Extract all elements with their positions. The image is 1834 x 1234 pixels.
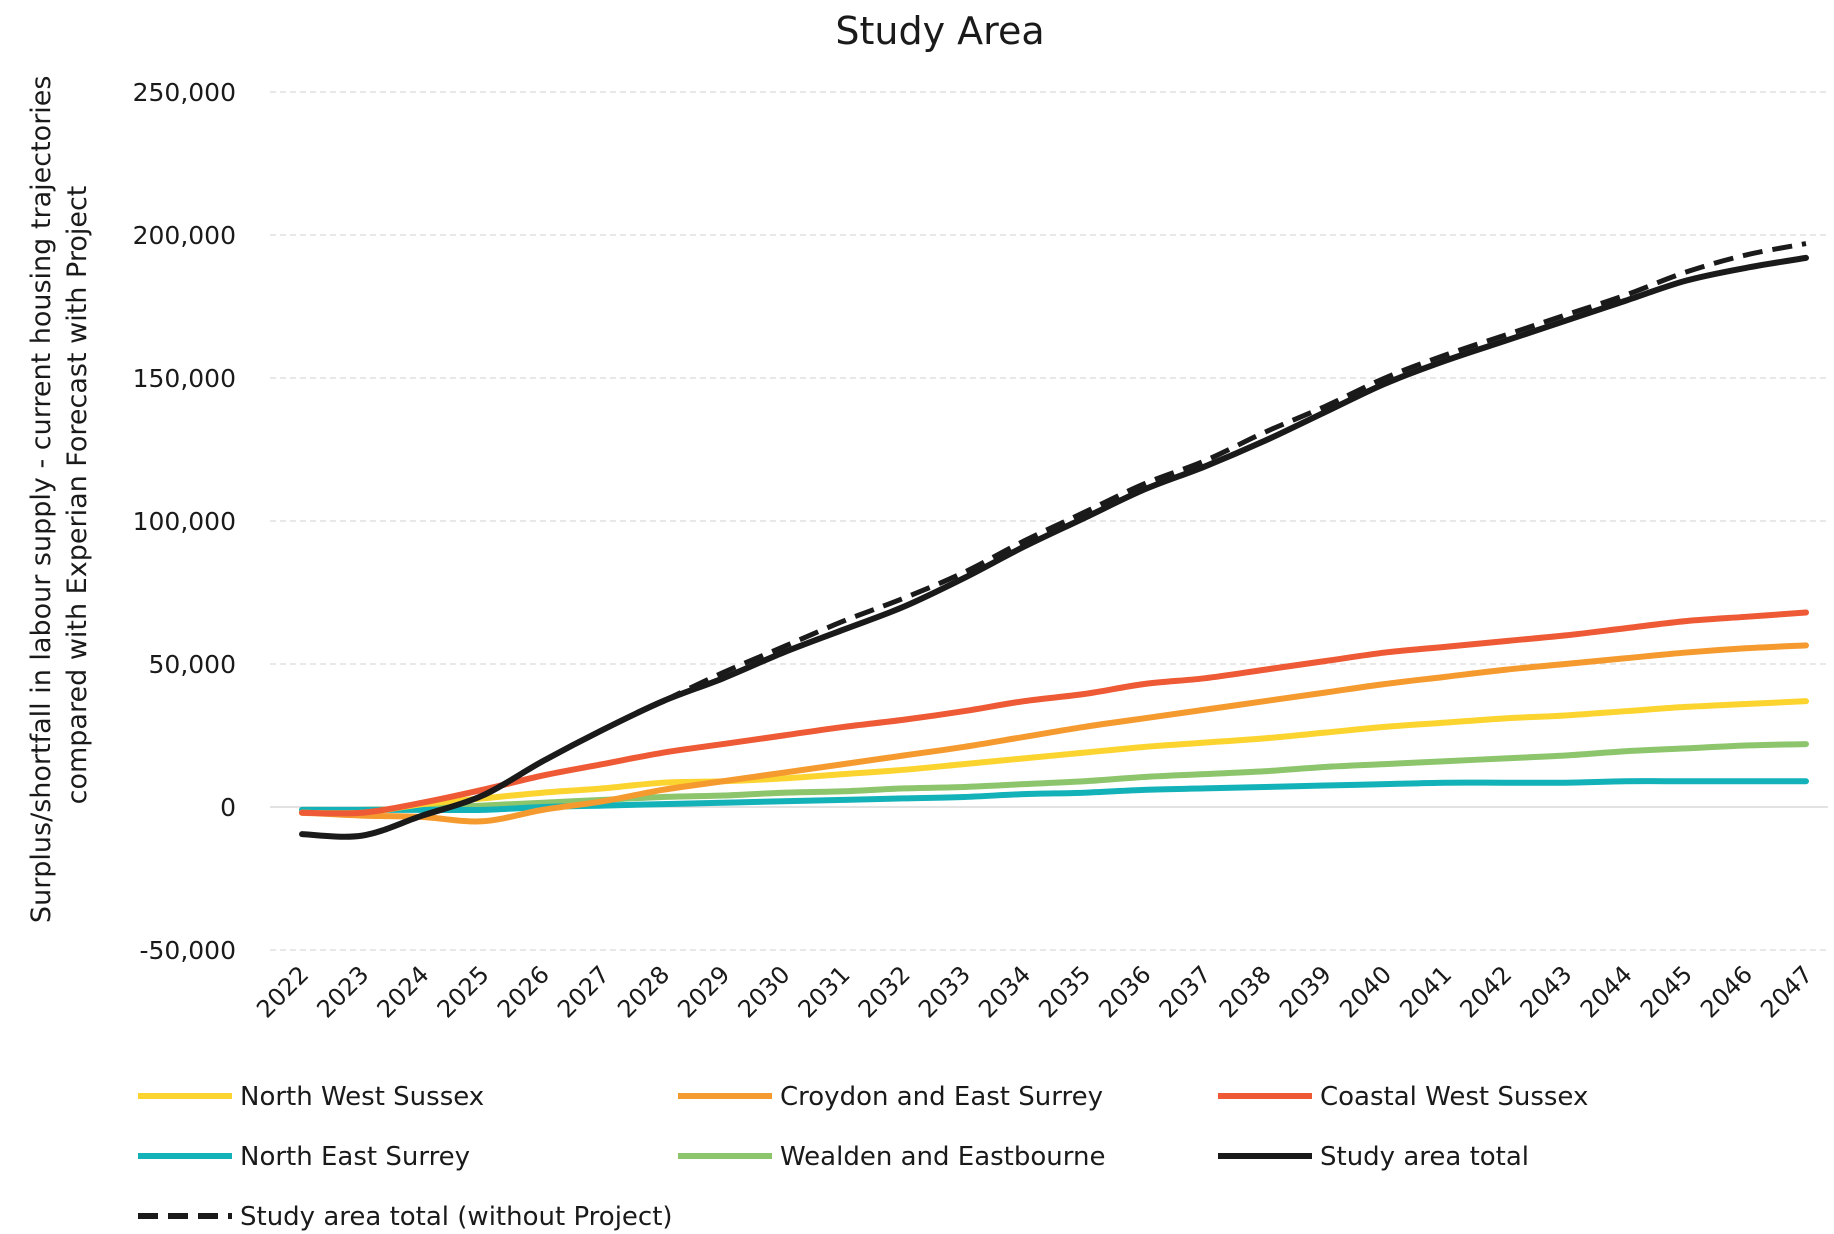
x-tick-label: 2044 — [1575, 960, 1638, 1023]
y-tick-label: 250,000 — [133, 78, 236, 107]
legend-label-croydon-and-east-surrey: Croydon and East Surrey — [780, 1082, 1103, 1112]
y-tick-label: 50,000 — [149, 650, 236, 679]
x-tick-label: 2047 — [1755, 960, 1818, 1023]
series-line-croydon-and-east-surrey — [299, 642, 1809, 825]
gridlines — [270, 91, 1828, 951]
x-tick-label: 2032 — [853, 960, 916, 1023]
x-tick-label: 2024 — [372, 960, 435, 1023]
series-line-coastal-west-sussex — [299, 609, 1809, 817]
x-tick-label: 2034 — [973, 960, 1036, 1023]
chart-title: Study Area — [835, 9, 1044, 53]
y-tick-label: 150,000 — [133, 364, 236, 393]
x-tick-label: 2043 — [1515, 960, 1578, 1023]
y-axis-title-line-2: compared with Experian Forecast with Pro… — [62, 186, 93, 805]
x-tick-label: 2026 — [492, 960, 555, 1023]
y-axis-ticks: 250,000 200,000 150,000 100,000 50,000 0 -50,0… — [133, 78, 236, 965]
x-axis-ticks: 2022202320242025202620272028202920302031… — [251, 960, 1818, 1023]
x-tick-label: 2030 — [733, 960, 796, 1023]
series-line-study-area-total-without-project — [661, 241, 1807, 704]
x-tick-label: 2041 — [1394, 960, 1457, 1023]
y-axis-title: Surplus/shortfall in labour supply - cur… — [26, 67, 93, 923]
x-tick-label: 2031 — [793, 960, 856, 1023]
x-tick-label: 2037 — [1154, 960, 1217, 1023]
x-tick-label: 2039 — [1274, 960, 1337, 1023]
x-tick-label: 2036 — [1093, 960, 1156, 1023]
x-tick-label: 2025 — [432, 960, 495, 1023]
x-tick-label: 2038 — [1214, 960, 1277, 1023]
legend-label-study-area-total-without-project: Study area total (without Project) — [240, 1202, 673, 1232]
legend-label-wealden-and-eastbourne: Wealden and Eastbourne — [780, 1142, 1105, 1172]
legend-label-coastal-west-sussex: Coastal West Sussex — [1320, 1082, 1588, 1112]
x-tick-label: 2045 — [1635, 960, 1698, 1023]
plot-area — [299, 241, 1809, 840]
y-tick-label: 0 — [220, 793, 236, 822]
legend-label-north-east-surrey: North East Surrey — [240, 1142, 470, 1172]
y-tick-label: 100,000 — [133, 507, 236, 536]
x-tick-label: 2022 — [251, 960, 314, 1023]
x-tick-label: 2028 — [612, 960, 675, 1023]
series-line-wealden-and-eastbourne — [299, 741, 1809, 813]
x-tick-label: 2042 — [1454, 960, 1517, 1023]
x-tick-label: 2035 — [1033, 960, 1096, 1023]
x-tick-label: 2023 — [311, 960, 374, 1023]
y-tick-label: -50,000 — [140, 936, 237, 965]
series-line-north-west-sussex — [299, 698, 1809, 817]
y-axis-title-line-1: Surplus/shortfall in labour supply - cur… — [26, 76, 57, 924]
x-tick-label: 2027 — [552, 960, 615, 1023]
x-tick-label: 2040 — [1334, 960, 1397, 1023]
legend: North West Sussex Croydon and East Surrey… — [138, 1082, 1588, 1232]
series-line-study-area-total — [299, 254, 1809, 840]
x-tick-label: 2029 — [672, 960, 735, 1023]
x-tick-label: 2033 — [913, 960, 976, 1023]
legend-label-north-west-sussex: North West Sussex — [240, 1082, 484, 1112]
x-tick-label: 2046 — [1695, 960, 1758, 1023]
y-tick-label: 200,000 — [133, 221, 236, 250]
legend-label-study-area-total: Study area total — [1320, 1142, 1529, 1172]
